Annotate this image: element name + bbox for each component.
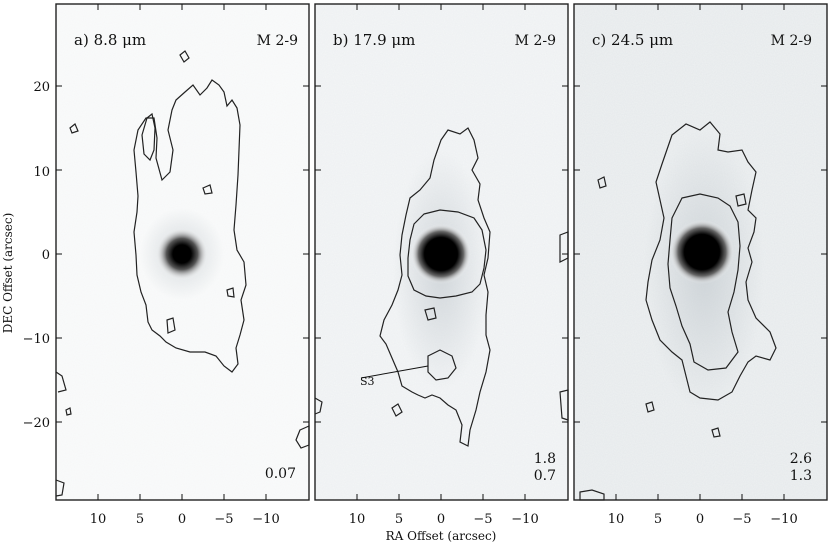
y-tick-neg20: −20 [23,416,50,431]
panel-c-level-1: 2.6 [790,451,812,467]
panel-b: S3 b) 17.9 μm M 2-9 1.8 0.7 10 5 0 −5 −1… [314,3,569,527]
x-tick-c-5: 5 [654,512,662,527]
y-tick-20: 20 [33,80,50,95]
panel-b-label: b) 17.9 μm [333,31,415,49]
panel-a-object: M 2-9 [257,33,298,49]
x-tick-b-0: 0 [437,512,445,527]
contour-b-inner [407,209,487,299]
x-tick-a-0: 0 [178,512,186,527]
contour-c-inner [667,193,741,371]
x-axis-label: RA Offset (arcsec) [386,529,497,543]
panel-c-label: c) 24.5 μm [592,31,673,49]
panel-c-level-2: 1.3 [790,468,812,484]
x-tick-b-neg5: −5 [473,512,492,527]
x-tick-c-neg10: −10 [770,512,797,527]
x-tick-b-10: 10 [349,512,366,527]
x-tick-c-10: 10 [608,512,625,527]
contour-c-outer [645,121,777,401]
contour-b-outer [379,127,491,447]
panel-b-level-2: 0.7 [534,468,556,484]
y-tick-neg10: −10 [23,332,50,347]
x-tick-b-5: 5 [395,512,403,527]
x-tick-b-neg10: −10 [511,512,538,527]
panel-a-label: a) 8.8 μm [74,31,146,49]
panel-b-object: M 2-9 [515,33,556,49]
y-axis-label: DEC Offset (arcsec) [1,213,15,334]
x-tick-c-0: 0 [696,512,704,527]
y-tick-10: 10 [33,165,50,180]
x-tick-a-neg5: −5 [214,512,233,527]
s3-annotation: S3 [360,375,375,388]
panel-c: c) 24.5 μm M 2-9 2.6 1.3 10 5 0 −5 −10 [573,3,828,527]
x-tick-a-5: 5 [136,512,144,527]
y-tick-0: 0 [42,248,50,263]
panel-a: a) 8.8 μm M 2-9 0.07 10 5 0 −5 −10 [55,3,310,527]
x-tick-c-neg5: −5 [732,512,751,527]
panel-a-level-1: 0.07 [265,466,296,482]
panel-c-object: M 2-9 [771,33,812,49]
x-tick-a-10: 10 [90,512,107,527]
contour-a [133,79,247,373]
panel-b-level-1: 1.8 [534,451,556,467]
x-tick-a-neg10: −10 [252,512,279,527]
